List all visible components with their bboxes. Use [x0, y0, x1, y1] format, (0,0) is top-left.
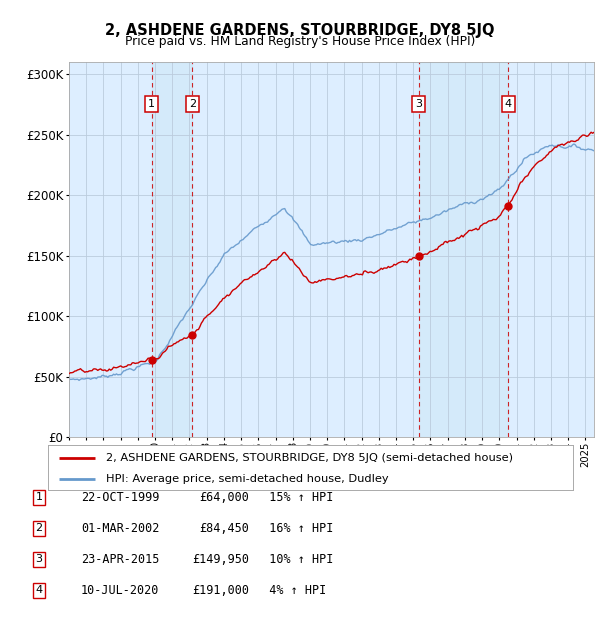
Text: 10% ↑ HPI: 10% ↑ HPI [255, 553, 334, 565]
Bar [152, 62, 193, 437]
Text: Price paid vs. HM Land Registry's House Price Index (HPI): Price paid vs. HM Land Registry's House … [125, 35, 475, 48]
Text: 15% ↑ HPI: 15% ↑ HPI [255, 491, 334, 503]
Text: 1: 1 [148, 99, 155, 109]
Bar [419, 62, 508, 437]
Text: HPI: Average price, semi-detached house, Dudley: HPI: Average price, semi-detached house,… [106, 474, 388, 484]
Text: 16% ↑ HPI: 16% ↑ HPI [255, 522, 334, 534]
Text: 4: 4 [505, 99, 512, 109]
Text: £149,950: £149,950 [192, 553, 249, 565]
Text: 23-APR-2015: 23-APR-2015 [81, 553, 160, 565]
Text: 4% ↑ HPI: 4% ↑ HPI [255, 584, 326, 596]
Text: 10-JUL-2020: 10-JUL-2020 [81, 584, 160, 596]
Text: 3: 3 [415, 99, 422, 109]
Text: 3: 3 [35, 554, 43, 564]
Text: 2: 2 [189, 99, 196, 109]
Text: 01-MAR-2002: 01-MAR-2002 [81, 522, 160, 534]
Text: £64,000: £64,000 [199, 491, 249, 503]
Text: 2, ASHDENE GARDENS, STOURBRIDGE, DY8 5JQ (semi-detached house): 2, ASHDENE GARDENS, STOURBRIDGE, DY8 5JQ… [106, 453, 513, 463]
Text: 2: 2 [35, 523, 43, 533]
Text: £84,450: £84,450 [199, 522, 249, 534]
Text: £191,000: £191,000 [192, 584, 249, 596]
Text: 4: 4 [35, 585, 43, 595]
Text: 1: 1 [35, 492, 43, 502]
Text: 22-OCT-1999: 22-OCT-1999 [81, 491, 160, 503]
Text: 2, ASHDENE GARDENS, STOURBRIDGE, DY8 5JQ: 2, ASHDENE GARDENS, STOURBRIDGE, DY8 5JQ [105, 23, 495, 38]
